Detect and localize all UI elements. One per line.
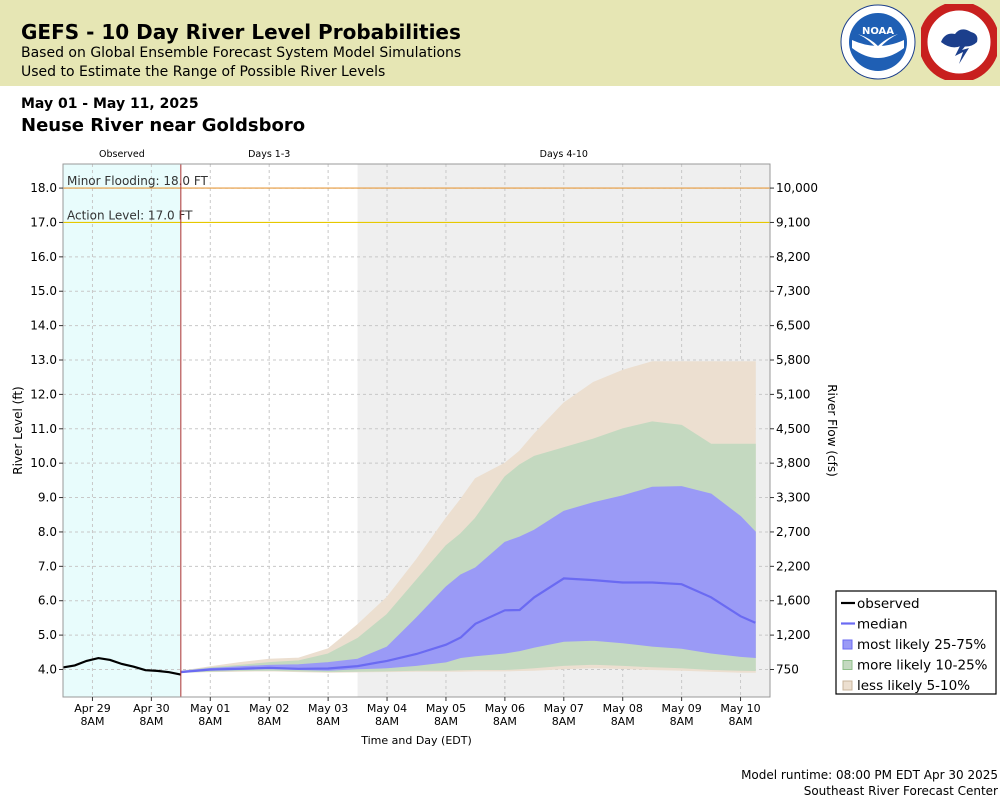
y2-tick-label: 10,000 bbox=[776, 181, 818, 195]
threshold-label: Minor Flooding: 18.0 FT bbox=[67, 174, 209, 188]
y2-axis-title: River Flow (cfs) bbox=[825, 384, 839, 477]
y-tick-label: 4.0 bbox=[38, 662, 57, 676]
x-tick-label: Apr 30 bbox=[133, 702, 170, 715]
y-tick-label: 7.0 bbox=[38, 559, 57, 573]
y-axis-title: River Level (ft) bbox=[11, 386, 25, 474]
nws-logo-icon bbox=[921, 4, 997, 80]
legend-observed-label: observed bbox=[857, 596, 920, 612]
median-line bbox=[180, 577, 756, 674]
page-subtitle-2: Used to Estimate the Range of Possible R… bbox=[21, 64, 386, 80]
model-runtime: Model runtime: 08:00 PM EDT Apr 30 2025 bbox=[741, 768, 998, 782]
x-tick-label: May 10 bbox=[720, 702, 760, 715]
x-axis-title: Time and Day (EDT) bbox=[360, 734, 472, 747]
station-name: Neuse River near Goldsboro bbox=[21, 115, 306, 136]
y-tick-label: 8.0 bbox=[38, 525, 57, 539]
y2-tick-label: 9,100 bbox=[776, 215, 810, 229]
x-tick-label: May 06 bbox=[485, 702, 525, 715]
legend-band-25-75-label: most likely 25-75% bbox=[857, 637, 986, 653]
y2-tick-label: 1,200 bbox=[776, 628, 810, 642]
y-tick-label: 6.0 bbox=[38, 594, 57, 608]
y-tick-label: 15.0 bbox=[30, 284, 57, 298]
observed-period-region bbox=[63, 164, 181, 697]
x-tick-label: May 07 bbox=[544, 702, 584, 715]
x-tick-time: 8AM bbox=[729, 715, 753, 728]
y2-tick-label: 4,500 bbox=[776, 422, 810, 436]
x-tick-label: May 02 bbox=[249, 702, 289, 715]
period-label: Observed bbox=[99, 149, 145, 160]
y-tick-label: 17.0 bbox=[30, 215, 57, 229]
noaa-logo-icon: NOAA bbox=[840, 4, 916, 80]
y-tick-label: 12.0 bbox=[30, 387, 57, 401]
x-tick-label: May 01 bbox=[190, 702, 230, 715]
y2-tick-label: 1,600 bbox=[776, 594, 810, 608]
y-tick-label: 14.0 bbox=[30, 319, 57, 333]
x-tick-time: 8AM bbox=[198, 715, 222, 728]
threshold-label: Action Level: 17.0 FT bbox=[67, 208, 193, 222]
period-label: Days 4-10 bbox=[540, 149, 588, 160]
observed-line bbox=[62, 656, 182, 676]
legend-band-5-10-swatch bbox=[842, 680, 853, 691]
y2-tick-label: 3,300 bbox=[776, 491, 810, 505]
header-banner: GEFS - 10 Day River Level Probabilities … bbox=[0, 0, 1000, 86]
y2-tick-label: 5,800 bbox=[776, 353, 810, 367]
period-label: Days 1-3 bbox=[248, 149, 290, 160]
y-tick-label: 18.0 bbox=[30, 181, 57, 195]
legend-band-10-25-swatch bbox=[842, 660, 853, 670]
x-tick-time: 8AM bbox=[434, 715, 458, 728]
y2-tick-label: 5,100 bbox=[776, 387, 810, 401]
x-tick-label: Apr 29 bbox=[74, 702, 111, 715]
x-tick-label: May 09 bbox=[662, 702, 702, 715]
forecast-center: Southeast River Forecast Center bbox=[803, 784, 998, 798]
x-tick-time: 8AM bbox=[670, 715, 694, 728]
y-tick-label: 16.0 bbox=[30, 250, 57, 264]
y2-tick-label: 3,800 bbox=[776, 456, 810, 470]
x-tick-label: May 03 bbox=[308, 702, 348, 715]
legend-band-5-10-label: less likely 5-10% bbox=[857, 678, 970, 694]
y2-tick-label: 6,500 bbox=[776, 319, 810, 333]
noaa-logo-text: NOAA bbox=[862, 26, 894, 37]
y2-tick-label: 8,200 bbox=[776, 250, 810, 264]
page-title: GEFS - 10 Day River Level Probabilities bbox=[21, 20, 461, 44]
y-tick-label: 9.0 bbox=[38, 491, 57, 505]
y-tick-label: 5.0 bbox=[38, 628, 57, 642]
x-tick-time: 8AM bbox=[493, 715, 517, 728]
x-tick-time: 8AM bbox=[552, 715, 576, 728]
y2-tick-label: 2,700 bbox=[776, 525, 810, 539]
y2-tick-label: 750 bbox=[776, 662, 799, 676]
y2-tick-label: 7,300 bbox=[776, 284, 810, 298]
plot-frame bbox=[62, 163, 771, 698]
page-subtitle-1: Based on Global Ensemble Forecast System… bbox=[21, 45, 462, 61]
x-tick-time: 8AM bbox=[257, 715, 281, 728]
band-25-75-area bbox=[180, 486, 756, 673]
x-tick-time: 8AM bbox=[139, 715, 163, 728]
x-tick-time: 8AM bbox=[80, 715, 104, 728]
legend-median-label: median bbox=[857, 617, 908, 633]
x-tick-label: May 05 bbox=[426, 702, 466, 715]
y-tick-label: 10.0 bbox=[30, 456, 57, 470]
y-tick-label: 11.0 bbox=[30, 422, 57, 436]
legend-band-10-25-label: more likely 10-25% bbox=[857, 658, 988, 674]
x-tick-time: 8AM bbox=[316, 715, 340, 728]
y-tick-label: 13.0 bbox=[30, 353, 57, 367]
x-tick-label: May 08 bbox=[603, 702, 643, 715]
date-range: May 01 - May 11, 2025 bbox=[21, 96, 199, 112]
legend-box bbox=[835, 590, 997, 695]
legend-band-25-75-swatch bbox=[842, 639, 853, 650]
y2-tick-label: 2,200 bbox=[776, 559, 810, 573]
x-tick-time: 8AM bbox=[611, 715, 635, 728]
x-tick-label: May 04 bbox=[367, 702, 407, 715]
x-tick-time: 8AM bbox=[375, 715, 399, 728]
